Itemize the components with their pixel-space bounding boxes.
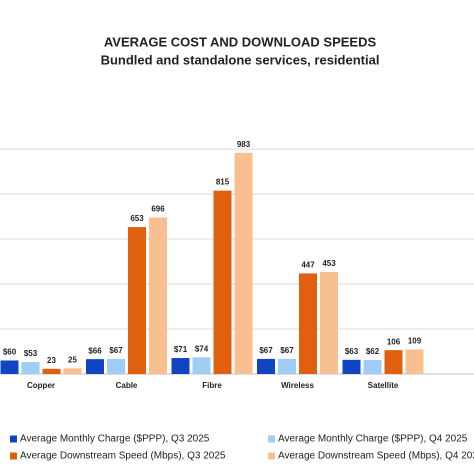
value-label: $66: [88, 346, 102, 355]
value-label: $74: [195, 344, 209, 353]
bar: [234, 152, 253, 374]
value-label: $60: [3, 348, 17, 357]
x-tick-label: Fibre: [202, 381, 222, 390]
legend-label: Average Downstream Speed (Mbps), Q4 2025: [278, 451, 474, 462]
value-label: 453: [322, 259, 336, 268]
value-label: 109: [408, 337, 422, 346]
legend-swatch: [10, 435, 17, 443]
value-label: $62: [366, 347, 380, 356]
bar: [21, 362, 40, 374]
value-label: $53: [24, 349, 38, 358]
legend-label: Average Monthly Charge ($PPP), Q4 2025: [278, 434, 468, 445]
bar: [299, 273, 317, 374]
bar: [384, 350, 403, 374]
value-label: $67: [109, 346, 123, 355]
bar: [342, 359, 361, 374]
chart-subtitle: Bundled and standalone services, residen…: [101, 52, 380, 67]
bar: [42, 368, 61, 374]
bar: [320, 272, 338, 374]
bar: [192, 357, 211, 374]
value-label: 696: [151, 205, 165, 214]
legend-label: Average Monthly Charge ($PPP), Q3 2025: [20, 434, 210, 445]
bar: [363, 360, 382, 374]
bar: [0, 360, 19, 374]
bar: [171, 358, 190, 374]
legend-swatch: [10, 452, 17, 460]
legend-label: Average Downstream Speed (Mbps), Q3 2025: [20, 451, 226, 462]
value-label: 447: [301, 261, 315, 270]
bar: [107, 358, 125, 374]
bar: [86, 359, 104, 374]
value-label: $67: [259, 346, 273, 355]
bar: [278, 358, 296, 374]
bar: [128, 227, 146, 374]
bar: [213, 190, 232, 374]
legend-swatch: [268, 452, 275, 460]
x-tick-label: Cable: [116, 381, 138, 390]
value-label: 23: [47, 356, 56, 365]
value-label: 815: [216, 178, 230, 187]
value-label: $71: [174, 345, 188, 354]
bar: [149, 217, 167, 374]
x-tick-label: Wireless: [281, 381, 314, 390]
value-label: 983: [237, 140, 251, 149]
value-label: 25: [68, 355, 77, 364]
x-tick-label: Satellite: [368, 381, 399, 390]
bar: [405, 349, 424, 374]
chart-title: AVERAGE COST AND DOWNLOAD SPEEDS: [104, 34, 377, 49]
x-tick-label: Copper: [27, 381, 55, 390]
value-label: 653: [130, 214, 144, 223]
value-label: $67: [280, 346, 294, 355]
bar: [63, 368, 82, 374]
value-label: $63: [345, 347, 359, 356]
bar: [257, 358, 275, 374]
legend-swatch: [268, 435, 275, 443]
value-label: 106: [387, 337, 401, 346]
